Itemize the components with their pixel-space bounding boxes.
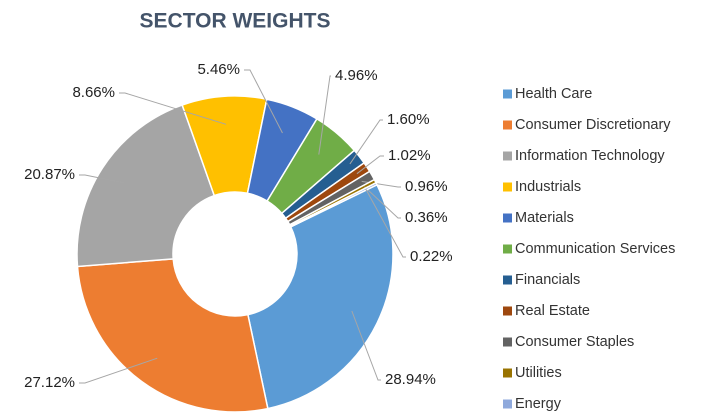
legend-swatch <box>503 337 512 347</box>
leader-line <box>79 174 127 184</box>
slice <box>246 183 394 410</box>
leader-line <box>318 75 331 155</box>
data-label: 4.96% <box>335 67 378 84</box>
legend-swatch <box>503 213 512 223</box>
legend-label: Financials <box>515 272 580 288</box>
data-label: 0.96% <box>405 178 448 195</box>
data-label: 5.46% <box>197 61 240 78</box>
data-label: 28.94% <box>385 371 436 388</box>
leader-line <box>79 357 158 384</box>
legend-label: Information Technology <box>515 148 665 164</box>
leader-line <box>349 119 383 165</box>
slice <box>289 181 379 228</box>
leader-line <box>365 188 406 258</box>
legend-label: Utilities <box>515 365 562 381</box>
data-label: 0.22% <box>410 248 453 265</box>
legend-swatch <box>503 120 512 130</box>
legend-swatch <box>503 182 512 192</box>
legend-swatch <box>503 89 512 99</box>
leader-line <box>244 69 283 134</box>
legend-swatch <box>503 399 512 409</box>
legend-label: Materials <box>515 210 574 226</box>
legend-swatch <box>503 151 512 161</box>
leader-line <box>364 186 401 219</box>
slice <box>76 104 216 268</box>
legend-swatch <box>503 244 512 254</box>
data-label: 0.36% <box>405 209 448 226</box>
legend-label: Industrials <box>515 179 581 195</box>
leader-line <box>356 155 384 175</box>
legend-label: Consumer Discretionary <box>515 117 671 133</box>
leader-line <box>119 92 227 125</box>
slice <box>76 258 269 412</box>
leader-line <box>351 310 381 381</box>
data-label: 20.87% <box>24 166 75 183</box>
legend-swatch <box>503 275 512 285</box>
legend-label: Energy <box>515 396 562 412</box>
data-label: 1.60% <box>387 111 430 128</box>
legend-swatch <box>503 368 512 378</box>
data-label: 1.02% <box>388 147 431 164</box>
legend-label: Real Estate <box>515 303 590 319</box>
legend-swatch <box>503 306 512 316</box>
chart-title: SECTOR WEIGHTS <box>140 10 331 33</box>
data-label: 27.12% <box>24 374 75 391</box>
legend-label: Consumer Staples <box>515 334 634 350</box>
legend-label: Health Care <box>515 86 592 102</box>
legend-label: Communication Services <box>515 241 675 257</box>
data-label: 8.66% <box>72 84 115 101</box>
